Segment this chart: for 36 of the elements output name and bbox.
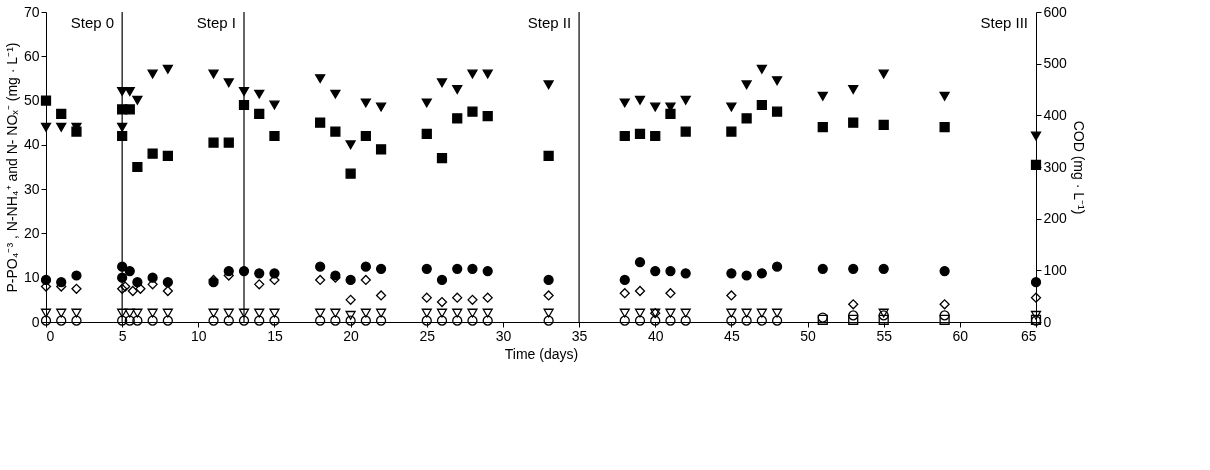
y2-tick-label: 300 bbox=[1043, 158, 1068, 175]
annotation: Step II bbox=[527, 14, 572, 31]
y-axis-title: P-PO₄⁻³ , N-NH₄⁺ and N- NOₓ⁻ (mg · L⁻¹) bbox=[3, 42, 20, 293]
y-tick-label: 10 bbox=[23, 269, 40, 286]
y-tick-label: 40 bbox=[23, 136, 40, 153]
x-tick-label: 55 bbox=[876, 327, 893, 344]
y-tick-label: 70 bbox=[23, 3, 40, 20]
x-tick-label: 45 bbox=[724, 327, 740, 344]
annotation: Step III bbox=[980, 14, 1028, 31]
x-tick-label: 40 bbox=[647, 327, 664, 344]
x-tick-label: 20 bbox=[343, 327, 360, 344]
y2-axis-title: COD (mg · L⁻¹) bbox=[1070, 120, 1087, 215]
x-tick-label: 0 bbox=[46, 327, 55, 344]
x-tick-label: 30 bbox=[495, 327, 512, 344]
y2-tick-label: 500 bbox=[1043, 55, 1068, 72]
y2-tick-label: 100 bbox=[1043, 261, 1068, 278]
x-tick-label: 25 bbox=[419, 327, 436, 344]
y2-tick-label: 200 bbox=[1043, 210, 1068, 227]
annotation: Step I bbox=[196, 14, 236, 31]
x-tick-label: 60 bbox=[952, 327, 969, 344]
x-axis-title: Time (days) bbox=[504, 345, 579, 362]
y-tick-label: 60 bbox=[23, 47, 40, 64]
x-tick-label: 50 bbox=[800, 327, 817, 344]
y2-tick-label: 0 bbox=[1043, 313, 1052, 330]
y2-tick-label: 600 bbox=[1043, 3, 1068, 20]
y2-tick-label: 400 bbox=[1043, 106, 1068, 123]
y-tick-label: 0 bbox=[31, 313, 40, 330]
annotation: Step 0 bbox=[70, 14, 115, 31]
y-tick-label: 50 bbox=[23, 92, 40, 109]
x-tick-label: 65 bbox=[1020, 327, 1037, 344]
x-tick-label: 5 bbox=[118, 327, 127, 344]
x-tick-label: 35 bbox=[571, 327, 588, 344]
x-tick-label: 15 bbox=[267, 327, 283, 344]
y-tick-label: 30 bbox=[23, 180, 40, 197]
y-tick-label: 20 bbox=[23, 224, 40, 241]
x-tick-label: 10 bbox=[191, 327, 207, 344]
